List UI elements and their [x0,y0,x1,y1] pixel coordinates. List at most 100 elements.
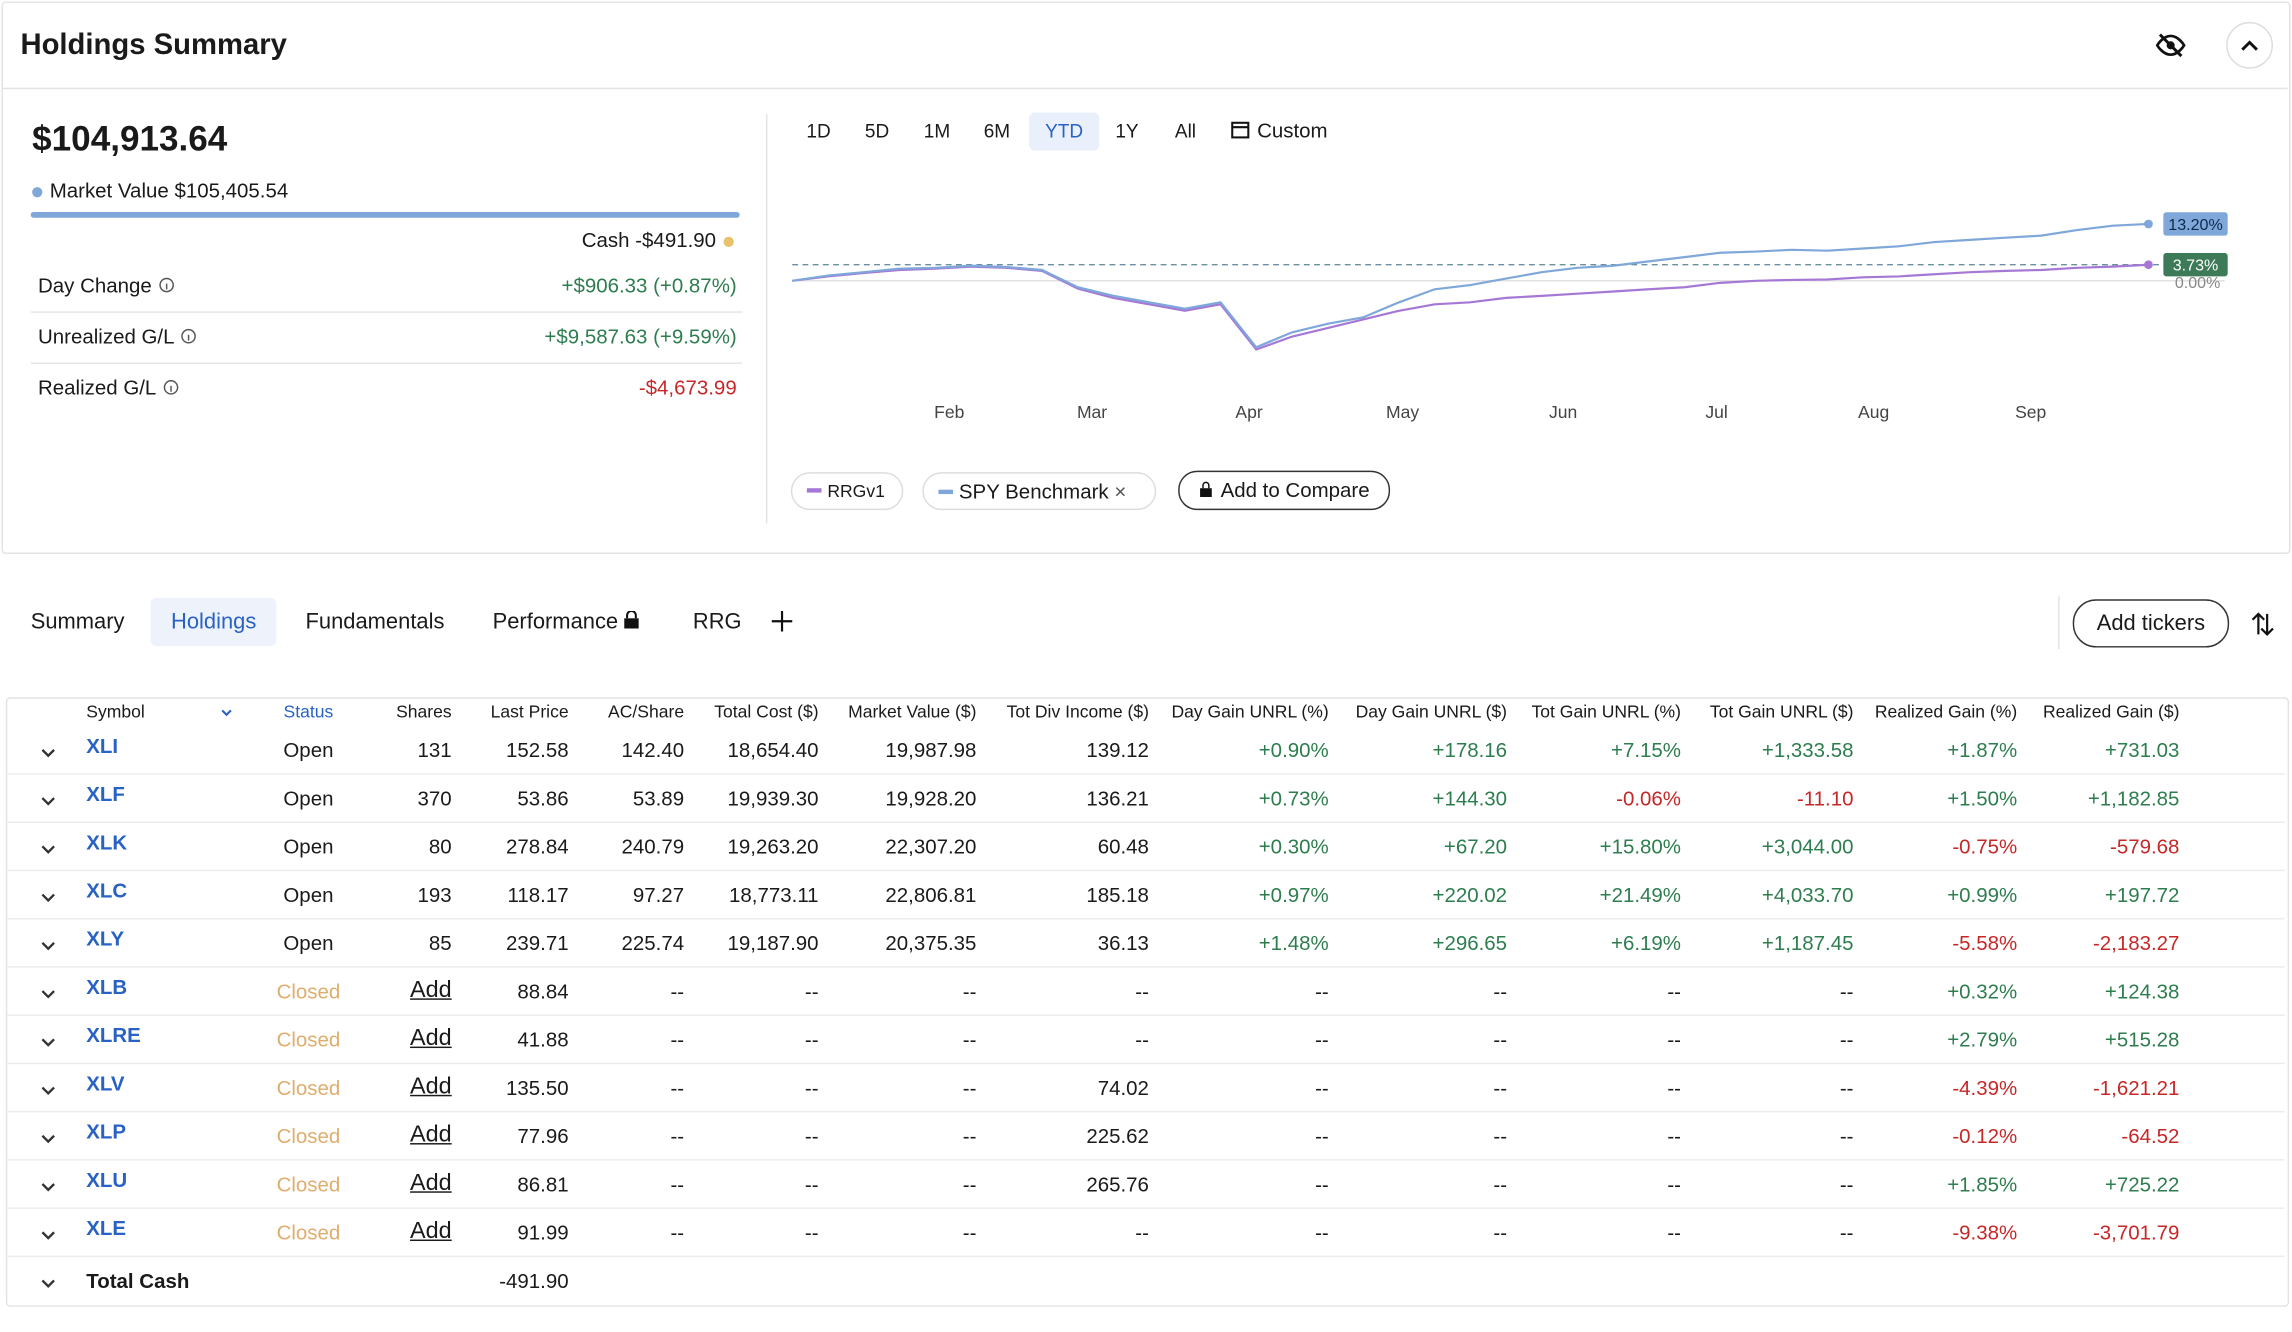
table-cell: 53.89 [632,786,685,810]
table-cell: +1,333.58 [1761,738,1854,762]
tab[interactable]: Summary [30,609,125,635]
symbol-link[interactable]: XLF [86,782,125,806]
x-tick-label: May [1386,402,1419,422]
column-header[interactable]: Day Gain UNRL (%) [1171,701,1329,723]
expand-button[interactable] [39,1032,57,1058]
column-header[interactable]: Tot Gain UNRL (%) [1531,701,1681,723]
column-header[interactable]: Total Cost ($) [714,701,819,723]
tab[interactable]: Fundamentals [305,609,445,635]
table-cell[interactable]: Add [410,1219,452,1244]
expand-button[interactable] [39,1177,57,1203]
table-cell: 152.58 [506,738,569,762]
table-cell: -3,701.79 [2092,1220,2180,1244]
chevron-up [2241,40,2258,51]
collapse-button[interactable] [2226,21,2273,69]
range-button[interactable]: All [1174,119,1197,142]
table-cell: -- [1493,1075,1508,1100]
add-tab-button[interactable] [770,604,793,642]
table-cell: 20,375.35 [885,931,977,955]
table-cell: 97.27 [632,882,685,907]
divider [765,114,768,524]
expand-button[interactable] [39,1128,57,1154]
tab[interactable]: Holdings [150,597,277,647]
column-header[interactable]: Realized Gain ($) [2042,701,2180,723]
range-button[interactable]: 1D [806,119,831,142]
info-icon[interactable] [162,379,180,397]
table-cell: 370 [417,786,452,810]
symbol-link[interactable]: XLE [86,1216,127,1240]
range-button[interactable]: 1Y [1115,119,1139,142]
column-header[interactable]: Tot Gain UNRL ($) [1709,701,1854,723]
column-header[interactable]: Realized Gain (%) [1874,701,2018,723]
column-header[interactable]: Symbol [86,701,145,723]
sort-button[interactable] [2251,611,2274,637]
column-header[interactable]: Last Price [490,701,569,723]
column-header[interactable]: Tot Div Income ($) [1006,701,1149,723]
table-cell[interactable]: Add [410,1074,452,1100]
custom-range-button[interactable]: Custom [1231,118,1328,142]
expand-button[interactable] [39,791,57,817]
range-button[interactable]: 1M [923,119,951,142]
table-cell[interactable]: Add [410,1026,452,1051]
column-header[interactable]: AC/Share [608,701,685,723]
lock-icon [1200,481,1212,497]
row-divider [30,362,743,364]
symbol-link[interactable]: XLC [86,878,128,902]
expand-button[interactable] [39,936,57,962]
table-cell: -- [1839,1075,1854,1100]
range-button[interactable]: 5D [864,119,890,142]
symbol-link[interactable]: XLRE [86,1023,141,1047]
tab[interactable]: RRG [692,609,742,635]
column-header[interactable]: Status [283,701,334,723]
column-header[interactable]: Day Gain UNRL ($) [1355,701,1508,723]
column-header[interactable]: Market Value ($) [848,701,977,723]
table-cell: 41.88 [517,1027,569,1051]
info-icon[interactable] [158,276,176,294]
expand-button[interactable] [39,743,57,769]
table-cell: -- [1667,1172,1681,1196]
expand-button[interactable] [39,839,57,865]
summary-label: Day Change [38,273,176,297]
remove-icon[interactable]: × [1114,479,1127,503]
info-icon[interactable] [180,327,198,345]
table-cell: Open [283,882,334,907]
symbol-link[interactable]: XLB [86,974,128,999]
symbol-link[interactable]: XLI [86,733,119,758]
symbol-link[interactable]: XLK [86,830,128,854]
table-cell: Closed [276,1075,341,1100]
symbol-link[interactable]: XLV [86,1071,125,1095]
tab[interactable]: Performance [472,598,659,646]
table-cell: 18,654.40 [727,738,819,762]
range-button[interactable]: YTD [1029,112,1100,151]
expand-button[interactable] [39,1225,57,1251]
table-cell[interactable]: Add [410,1170,452,1196]
table-cell: 135.50 [506,1075,569,1100]
expand-button[interactable] [39,1080,57,1106]
sort-indicator[interactable] [219,702,234,728]
symbol-link[interactable]: XLY [86,926,125,951]
x-tick-label: Jun [1549,402,1577,422]
expand-button[interactable] [39,1273,57,1299]
legend-item[interactable]: RRGv1 [790,472,904,511]
table-cell: 239.71 [506,931,569,955]
expand-button[interactable] [39,887,57,913]
add-tickers-button[interactable]: Add tickers [2072,599,2230,648]
symbol-link[interactable]: XLU [86,1167,128,1192]
symbol-link[interactable]: XLP [86,1119,127,1144]
table-cell: Closed [276,1124,341,1148]
table-cell: -- [1667,1124,1681,1148]
column-header[interactable]: Shares [396,701,452,723]
hide-values-button[interactable] [2155,29,2187,61]
table-cell: +1.48% [1258,931,1329,955]
table-cell: 91.99 [517,1220,569,1244]
table-cell[interactable]: Add [410,977,452,1003]
table-cell[interactable]: Add [410,1122,452,1148]
table-cell: -- [1839,1124,1854,1148]
cash: -$491.90 [635,228,717,252]
add-compare-button[interactable]: Add to Compare [1178,470,1391,511]
table-cell: 77.96 [517,1124,569,1148]
expand-button[interactable] [39,984,57,1010]
legend-item[interactable]: SPY Benchmark × [922,472,1157,511]
range-button[interactable]: 6M [983,119,1011,142]
